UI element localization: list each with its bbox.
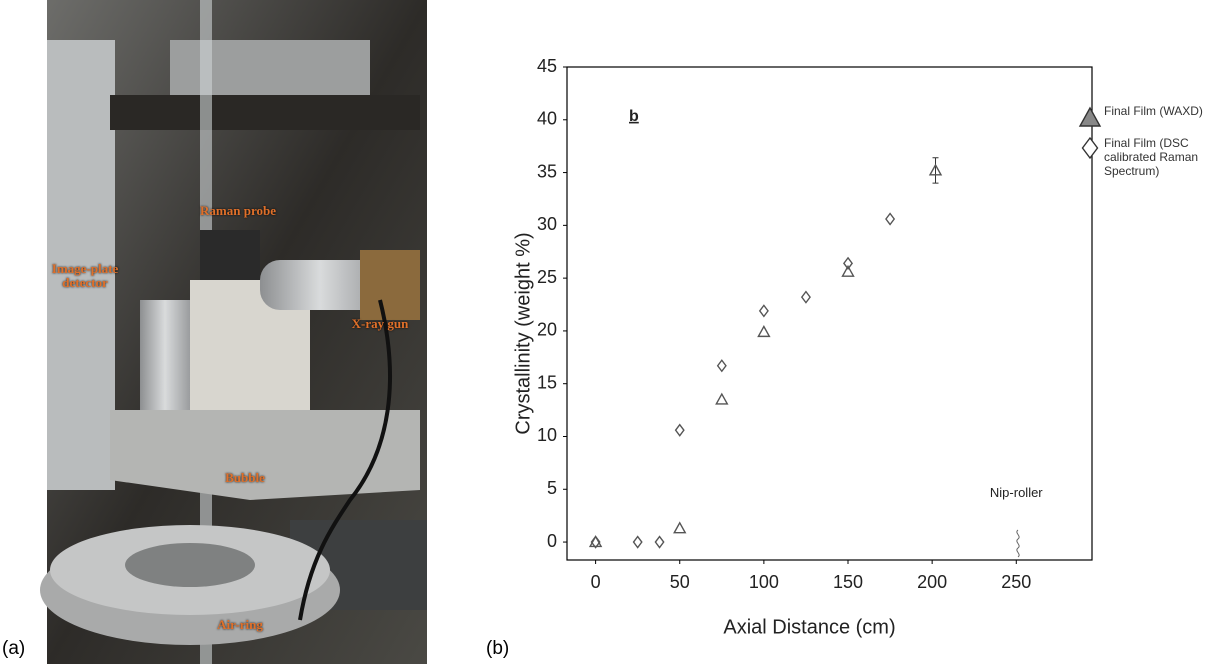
y-tick-label: 40 <box>537 109 557 129</box>
x-tick-label: 50 <box>670 572 690 592</box>
y-tick-label: 0 <box>547 531 557 551</box>
point <box>715 392 729 405</box>
point <box>841 264 855 277</box>
y-tick-label: 5 <box>547 478 557 498</box>
y-tick-label: 15 <box>537 372 557 392</box>
point <box>843 256 854 271</box>
point <box>654 535 665 549</box>
annotation: b <box>629 108 639 125</box>
y-tick-label: 20 <box>537 320 557 340</box>
x-tick-label: 100 <box>749 572 779 592</box>
point <box>800 290 811 304</box>
error-bar <box>932 157 939 184</box>
plot-frame <box>566 66 1093 561</box>
photo-label: Raman probe <box>200 203 276 218</box>
x-tick-label: 200 <box>917 572 947 592</box>
legend-label: Final Film (WAXD) <box>1104 104 1203 118</box>
x-axis-label: Axial Distance (cm) <box>723 616 895 638</box>
y-tick-label: 45 <box>537 56 557 76</box>
photo-label: Bubble <box>225 470 265 485</box>
annotation: Nip-roller <box>990 485 1043 500</box>
point <box>632 535 643 549</box>
x-tick-label: 0 <box>591 572 601 592</box>
legend-marker <box>1078 106 1102 127</box>
photo-label: Air-ring <box>217 617 263 632</box>
photo <box>40 0 427 664</box>
legend-marker <box>1081 136 1099 160</box>
y-tick-label: 10 <box>537 425 557 445</box>
legend-label: Final Film (DSC calibrated Raman Spectru… <box>1104 136 1199 178</box>
y-tick-label: 25 <box>537 267 557 287</box>
y-tick-label: 30 <box>537 214 557 234</box>
point <box>928 163 943 176</box>
photo-label: Image-plate detector <box>51 261 119 290</box>
x-tick-label: 150 <box>833 572 863 592</box>
point <box>885 212 896 226</box>
y-tick-label: 35 <box>537 161 557 181</box>
point <box>757 325 771 338</box>
point <box>716 359 727 373</box>
nip-roller-symbol <box>1016 529 1020 558</box>
panel-label: (a) <box>2 638 26 659</box>
point <box>674 423 685 437</box>
point <box>673 521 687 534</box>
y-axis-label: Crystallinity (weight %) <box>512 232 534 434</box>
panel-label: (b) <box>486 638 510 659</box>
x-tick-label: 250 <box>1001 572 1031 592</box>
photo-label: X-ray gun <box>351 316 409 331</box>
point <box>590 535 601 549</box>
point <box>758 304 769 318</box>
